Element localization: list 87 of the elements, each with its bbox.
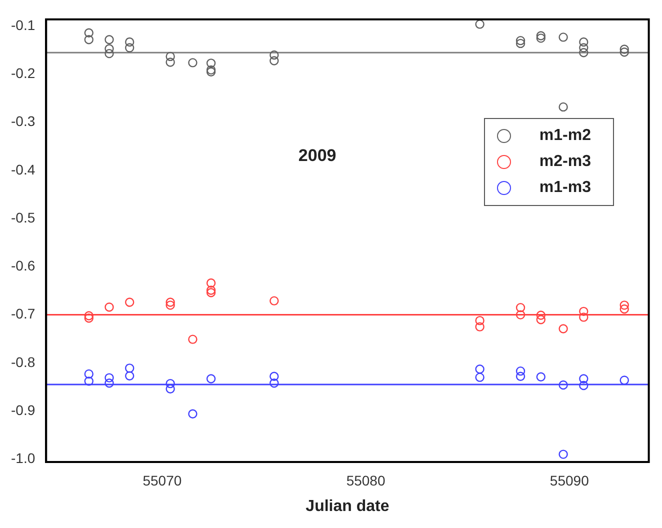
point <box>166 52 175 62</box>
point <box>104 35 114 44</box>
point <box>536 372 546 382</box>
point <box>620 376 629 385</box>
legend-label: m2-m3 <box>539 153 591 171</box>
point <box>270 296 279 306</box>
y-tick-label: -0.6 <box>11 258 36 274</box>
point <box>166 298 175 307</box>
point <box>125 371 134 380</box>
point <box>536 34 546 43</box>
point <box>84 28 94 38</box>
point <box>84 369 94 379</box>
point <box>579 37 588 47</box>
point <box>558 102 568 112</box>
point <box>475 322 484 332</box>
point <box>579 374 588 384</box>
point <box>206 286 216 295</box>
point <box>84 311 94 320</box>
y-tick-label: -0.4 <box>11 161 36 178</box>
point <box>206 278 216 288</box>
point <box>516 372 526 381</box>
point <box>475 20 484 29</box>
point <box>620 48 629 57</box>
y-tick-label: -0.9 <box>11 402 36 418</box>
point <box>536 31 546 40</box>
x-tick-label: 55070 <box>142 472 182 488</box>
point <box>516 310 526 320</box>
point <box>206 374 216 384</box>
point <box>125 43 134 52</box>
point <box>84 35 94 44</box>
annotation: 2009 <box>298 146 336 166</box>
y-tick-label: -0.3 <box>11 113 36 130</box>
point <box>516 36 526 46</box>
y-tick-label: -0.1 <box>11 16 36 33</box>
point <box>104 302 114 312</box>
point <box>558 32 568 42</box>
point <box>620 304 629 314</box>
point <box>579 48 588 58</box>
point <box>516 366 526 376</box>
point <box>579 312 588 322</box>
point <box>125 298 134 307</box>
point <box>166 58 175 67</box>
point <box>558 380 568 390</box>
point <box>270 378 279 388</box>
point <box>620 300 629 310</box>
y-tick-label: -0.5 <box>11 209 36 226</box>
point <box>166 384 175 394</box>
point <box>270 372 279 381</box>
point <box>104 48 114 58</box>
y-tick-label: -0.2 <box>11 65 36 82</box>
point <box>206 288 216 298</box>
y-tick-label: -0.8 <box>11 354 36 370</box>
point <box>166 300 175 310</box>
point <box>188 334 198 344</box>
point <box>125 37 134 47</box>
point <box>104 373 114 382</box>
point <box>579 380 588 390</box>
legend-label: m1-m2 <box>539 127 591 145</box>
point <box>620 44 629 54</box>
x-tick-label: 55090 <box>550 472 590 488</box>
point <box>536 310 546 320</box>
point <box>475 364 484 374</box>
point <box>475 372 484 382</box>
point <box>579 306 588 316</box>
point <box>516 302 526 312</box>
point <box>125 364 134 373</box>
point <box>104 378 114 388</box>
point <box>270 50 279 60</box>
point <box>188 409 198 418</box>
y-tick-label: -1.0 <box>11 450 36 466</box>
point <box>188 58 198 68</box>
point <box>579 43 588 52</box>
point <box>166 378 175 388</box>
point <box>104 44 114 54</box>
point <box>558 324 568 334</box>
point <box>270 56 279 66</box>
point <box>558 450 568 459</box>
x-axis-title: Julian date <box>306 498 390 515</box>
point <box>84 376 94 386</box>
point <box>206 58 216 68</box>
y-tick-label: -0.7 <box>11 306 36 322</box>
legend-label: m1-m3 <box>539 179 591 197</box>
point <box>536 315 546 324</box>
point <box>475 316 484 326</box>
point <box>516 38 526 48</box>
x-tick-label: 55080 <box>346 472 386 488</box>
point <box>84 314 94 323</box>
